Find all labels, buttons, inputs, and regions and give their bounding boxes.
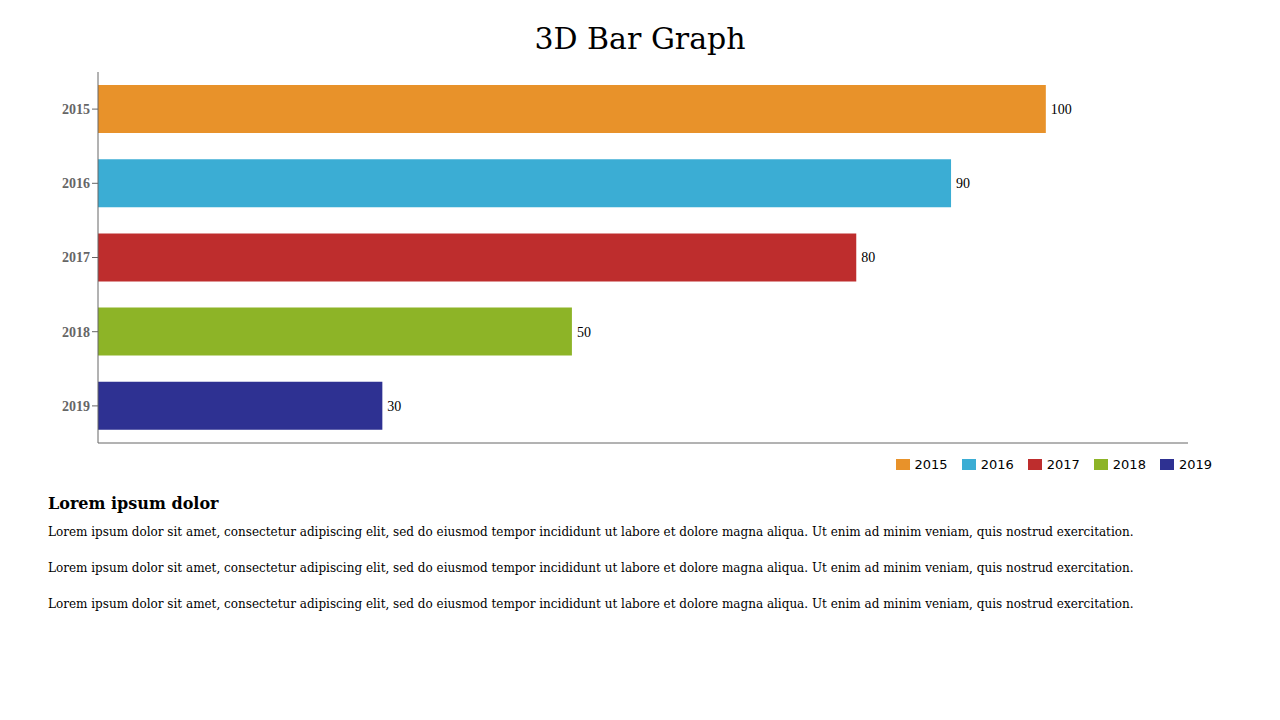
html-text:Lorem ipsum dolor: Lorem ipsum dolor <box>48 494 219 513</box>
svg-text:2016: 2016 <box>62 176 90 191</box>
html-text:2018: 2018 <box>1112 456 1146 472</box>
html-text:Lorem ipsum dolor sit amet, co: Lorem ipsum dolor sit amet, consectetur … <box>48 525 1134 539</box>
svg-text:2019: 2019 <box>62 399 90 414</box>
svg-text:90: 90 <box>956 176 970 191</box>
svg-text:30: 30 <box>387 399 401 414</box>
svg-text:100: 100 <box>1051 102 1072 117</box>
html-text:Lorem ipsum dolor sit amet, co: Lorem ipsum dolor sit amet, consectetur … <box>48 597 1134 611</box>
svg-text:2018: 2018 <box>62 325 90 340</box>
svg-text:2015: 2015 <box>62 102 90 117</box>
html-text:2016: 2016 <box>980 456 1014 472</box>
html-text:2019: 2019 <box>1178 456 1212 472</box>
html-text:3D Bar Graph: 3D Bar Graph <box>534 21 746 56</box>
html-text:Lorem ipsum dolor sit amet, co: Lorem ipsum dolor sit amet, consectetur … <box>48 561 1134 575</box>
html-text:2017: 2017 <box>1046 456 1080 472</box>
svg-text:80: 80 <box>861 250 875 265</box>
svg-text:2017: 2017 <box>62 250 90 265</box>
html-text:2015: 2015 <box>914 456 948 472</box>
svg-text:50: 50 <box>577 325 591 340</box>
